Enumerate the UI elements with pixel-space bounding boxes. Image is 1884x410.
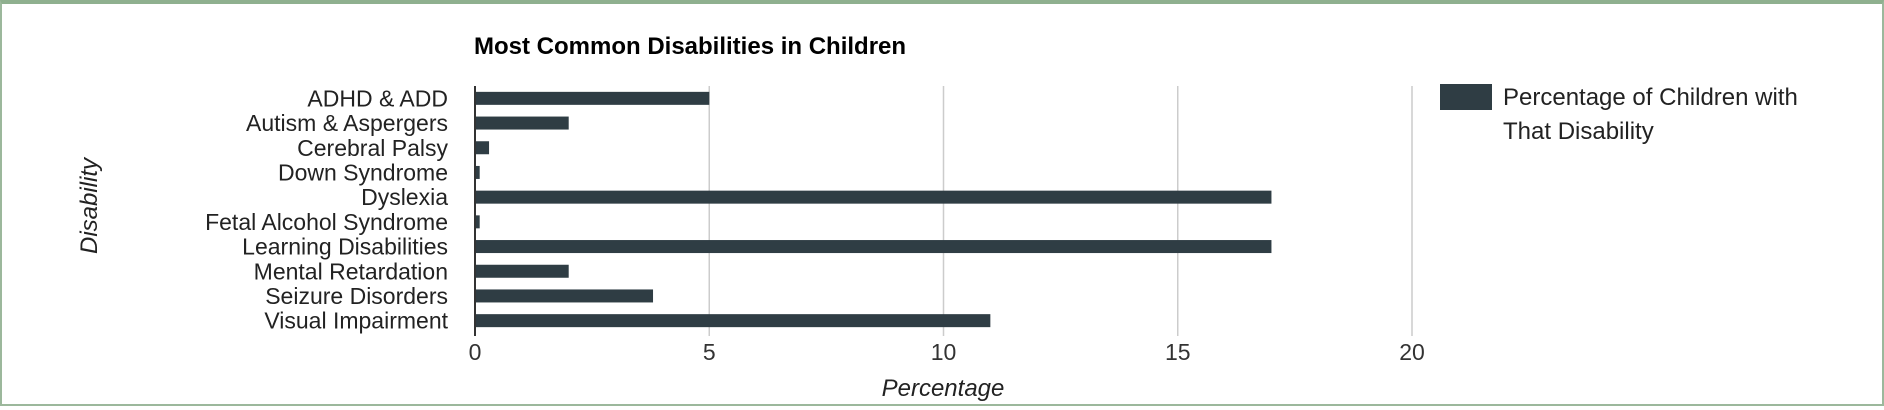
legend-swatch [1440,84,1492,110]
category-label: Down Syndrome [278,159,448,185]
category-label: Dyslexia [361,184,448,210]
bar-9 [475,314,991,328]
bar-1 [475,116,569,130]
category-label: Autism & Aspergers [246,110,448,136]
bar-2 [475,141,490,155]
chart-title: Most Common Disabilities in Children [474,33,906,60]
x-tick-label: 20 [1399,339,1425,365]
legend-label-line-2: That Disability [1503,118,1654,145]
category-label: Mental Retardation [254,258,448,284]
bar-6 [475,240,1272,254]
x-tick-label: 15 [1165,339,1191,365]
gridlines [708,86,1413,336]
category-label: Fetal Alcohol Syndrome [205,209,448,235]
category-label: Learning Disabilities [242,234,448,260]
bars [475,91,1272,328]
bar-8 [475,289,654,303]
x-tick-label: 0 [469,339,482,365]
x-tick-labels: 0 5 10 15 20 [469,339,1425,365]
x-axis-title: Percentage [882,375,1005,402]
bar-7 [475,264,569,278]
y-axis-title: Disability [76,156,103,254]
legend-label-line-1: Percentage of Children with [1503,84,1798,111]
category-label: ADHD & ADD [307,85,448,111]
bar-chart: Most Common Disabilities in Children ADH… [76,33,1798,402]
bar-4 [475,190,1272,204]
legend: Percentage of Children with That Disabil… [1440,84,1798,145]
category-label: Seizure Disorders [265,283,448,309]
x-tick-label: 5 [703,339,716,365]
bar-0 [475,91,710,105]
bar-3 [475,165,480,179]
x-tick-label: 10 [931,339,957,365]
bar-5 [475,215,480,229]
category-label: Visual Impairment [264,308,448,334]
category-label: Cerebral Palsy [297,135,448,161]
